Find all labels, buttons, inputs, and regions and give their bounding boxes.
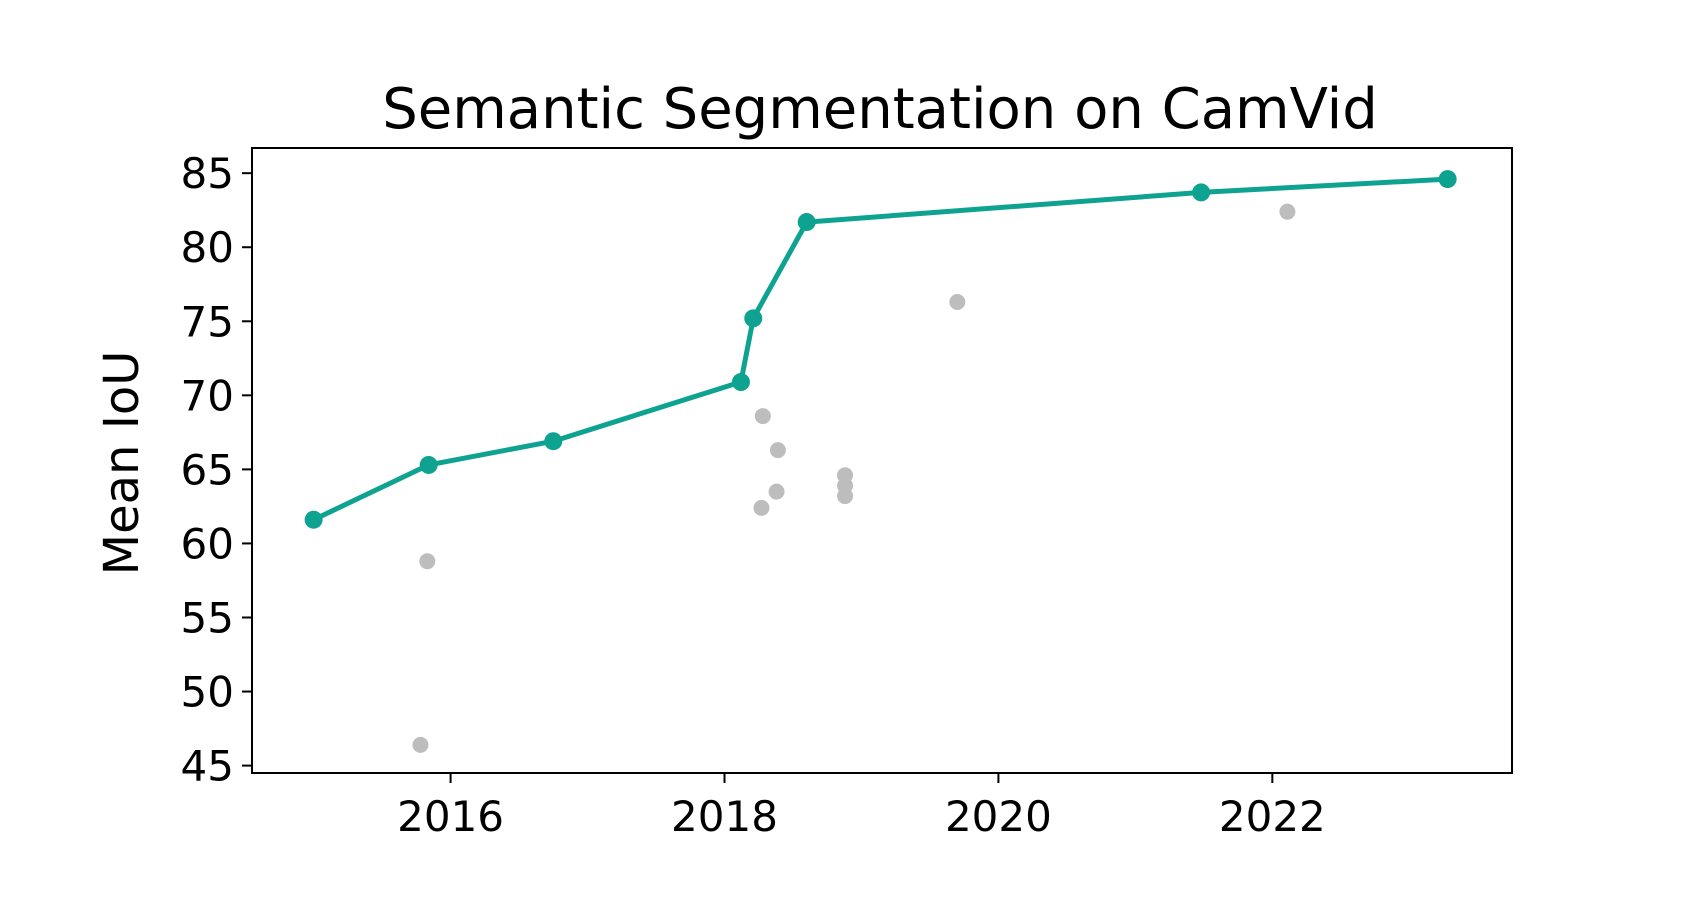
sota-point xyxy=(419,455,438,474)
plot-frame xyxy=(251,147,1513,774)
sota-point xyxy=(744,309,763,328)
y-axis-label: Mean IoU xyxy=(94,351,150,576)
x-axis-ticks: 2016 2018 2020 2022 xyxy=(397,773,1326,841)
y-tick-label: 75 xyxy=(181,297,234,346)
y-tick-label: 85 xyxy=(181,149,234,198)
x-tick-label: 2018 xyxy=(671,792,778,841)
other-result-point xyxy=(412,736,429,753)
sota-point xyxy=(797,213,816,232)
y-tick-label: 80 xyxy=(181,223,234,272)
sota-point xyxy=(1438,170,1457,189)
y-tick-label: 70 xyxy=(181,371,234,420)
y-tick-label: 50 xyxy=(181,668,234,717)
sota-point xyxy=(544,432,563,451)
other-result-point xyxy=(769,442,786,459)
other-result-point xyxy=(837,467,854,484)
chart-title: Semantic Segmentation on CamVid xyxy=(382,77,1378,142)
x-tick-label: 2016 xyxy=(397,792,504,841)
x-tick-label: 2020 xyxy=(945,792,1052,841)
other-result-point xyxy=(754,408,771,425)
other-result-point xyxy=(768,483,785,500)
other-result-point xyxy=(419,553,436,570)
y-tick-label: 55 xyxy=(181,593,234,642)
y-tick-label: 45 xyxy=(181,742,234,791)
other-result-point xyxy=(1279,203,1296,220)
other-result-point xyxy=(949,294,966,311)
sota-point xyxy=(731,373,750,392)
sota-points xyxy=(304,170,1457,529)
other-result-point xyxy=(753,499,770,516)
sota-point xyxy=(304,510,323,529)
x-tick-label: 2022 xyxy=(1219,792,1326,841)
sota-point xyxy=(1192,183,1211,202)
other-results-points xyxy=(412,203,1296,753)
y-tick-label: 65 xyxy=(181,445,234,494)
sota-line xyxy=(311,176,1451,523)
y-axis-ticks: 45 50 55 60 65 70 75 80 85 xyxy=(181,149,252,791)
y-tick-label: 60 xyxy=(181,519,234,568)
